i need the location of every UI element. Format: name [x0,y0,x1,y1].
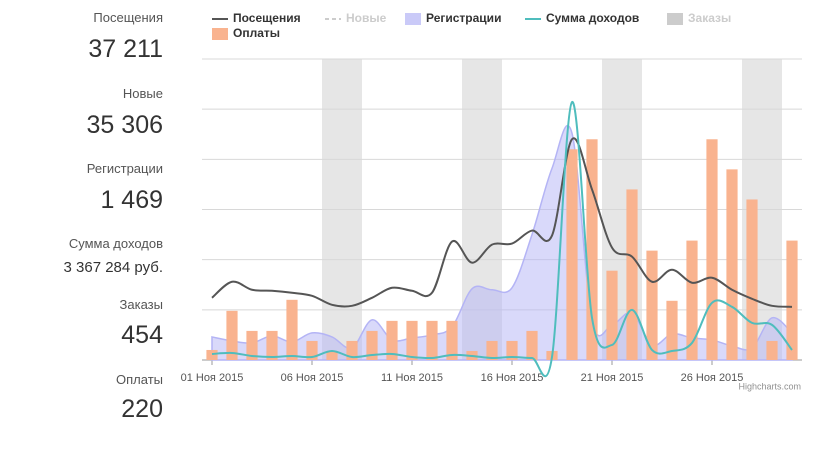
bar [206,349,218,360]
legend-label: Регистрации [426,11,501,25]
bar [626,189,638,360]
stat-label: Новые [122,86,163,101]
bar [726,169,738,360]
legend-item[interactable]: Регистрации [405,11,501,25]
legend-item[interactable]: Посещения [212,11,301,25]
stat-label: Сумма доходов [68,236,163,251]
x-tick-label: 21 Ноя 2015 [581,372,644,384]
legend-symbol [667,13,683,25]
x-tick-label: 26 Ноя 2015 [681,372,744,384]
bar [346,340,358,360]
stat-value: 454 [121,321,163,349]
stat-label: Оплаты [116,372,163,387]
bar [786,240,798,360]
bar [486,340,498,360]
line [211,137,793,308]
bar [766,340,778,360]
legend-item[interactable]: Заказы [667,11,731,25]
legend-symbol [212,28,228,40]
bar [526,330,538,360]
legend-item[interactable]: Новые [325,11,387,25]
stat-value: 35 306 [86,111,163,139]
stat-value: 3 367 284 руб. [63,259,164,276]
legend-symbol [405,13,421,25]
bar [366,330,378,360]
legend-label: Посещения [233,11,301,25]
legend-label: Сумма доходов [546,11,639,25]
bar [666,300,678,360]
bar [566,149,578,360]
legend-label: Оплаты [233,26,280,40]
x-tick-label: 06 Ноя 2015 [281,372,344,384]
bar [746,199,758,360]
bar [306,340,318,360]
bar [586,139,598,360]
line [211,101,793,378]
bar [446,320,458,360]
stat-label: Посещения [93,10,163,25]
bar [326,351,338,360]
bar [286,299,298,360]
stat-label: Заказы [119,297,163,312]
legend-item[interactable]: Сумма доходов [525,11,639,25]
bar [246,330,258,360]
x-tick-label: 01 Ноя 2015 [181,372,244,384]
bar [266,330,278,360]
bar [426,320,438,360]
bar [706,139,718,360]
bar [386,320,398,360]
bar [646,250,658,360]
bar [226,310,238,360]
bar [606,270,618,360]
stat-label: Регистрации [86,161,163,176]
bar [686,240,698,360]
credits: Highcharts.com [738,381,801,391]
x-tick-label: 11 Ноя 2015 [381,372,443,384]
stat-value: 37 211 [88,35,163,63]
legend-item[interactable]: Оплаты [212,26,280,40]
legend-label: Заказы [688,11,731,25]
bar [406,320,418,360]
stat-value: 220 [121,395,163,423]
x-tick-label: 16 Ноя 2015 [481,372,544,384]
stat-value: 1 469 [100,186,163,214]
bar [506,340,518,360]
legend-label: Новые [346,11,387,25]
